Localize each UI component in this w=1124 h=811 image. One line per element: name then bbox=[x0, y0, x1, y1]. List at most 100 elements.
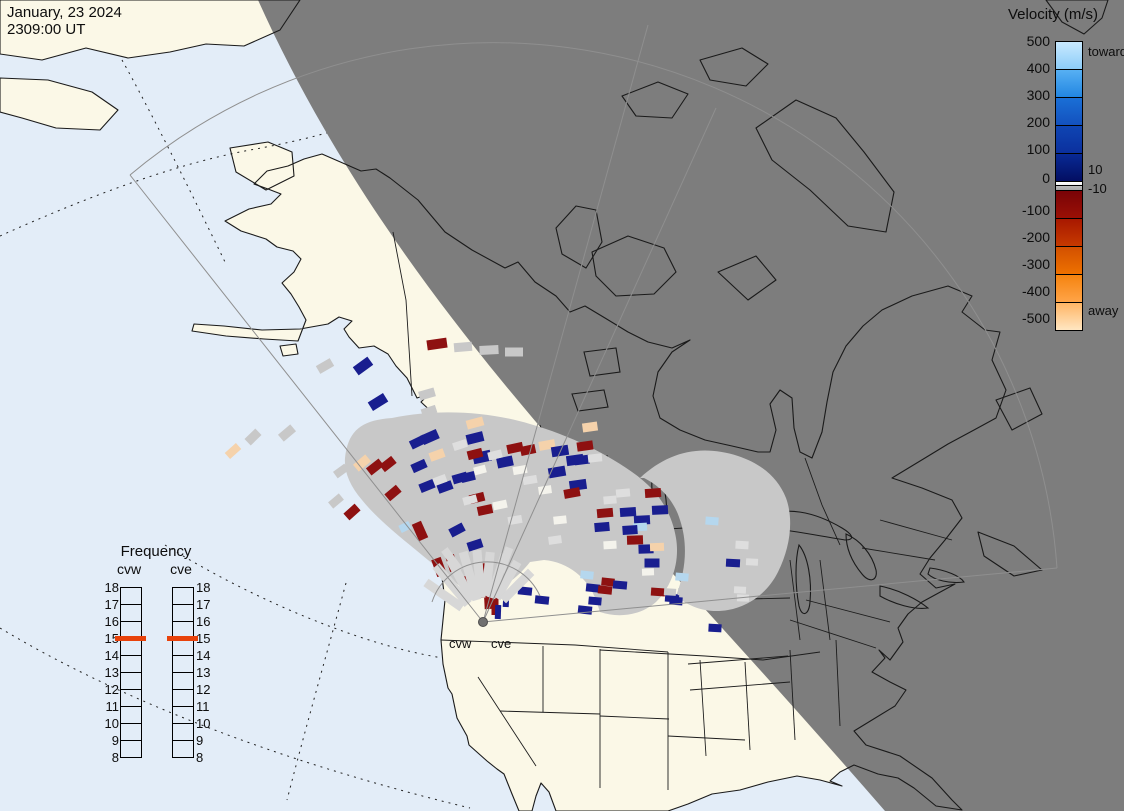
frequency-tick-label: 17 bbox=[196, 597, 211, 612]
velocity-colorbar-segment bbox=[1056, 70, 1082, 98]
velocity-cell bbox=[441, 547, 463, 573]
velocity-cell bbox=[505, 347, 523, 357]
radar-site-label-cvw: cvw bbox=[449, 636, 472, 651]
velocity-cell bbox=[224, 443, 242, 459]
frequency-ladder-cell bbox=[121, 656, 141, 673]
velocity-cell bbox=[534, 595, 550, 605]
velocity-cell bbox=[453, 341, 473, 353]
velocity-cell bbox=[638, 544, 654, 554]
radar-site-label-cve: cve bbox=[491, 636, 511, 651]
frequency-tick-label: 15 bbox=[104, 631, 119, 646]
velocity-colorbar-segment bbox=[1056, 126, 1082, 154]
frequency-legend-title: Frequency bbox=[120, 543, 192, 560]
velocity-tick-label: 400 bbox=[1026, 60, 1050, 76]
velocity-tick-label: 0 bbox=[1042, 170, 1050, 186]
velocity-cell bbox=[423, 578, 465, 612]
frequency-tick-label: 13 bbox=[196, 665, 211, 680]
frequency-tick-label: 14 bbox=[104, 648, 119, 663]
velocity-cell bbox=[352, 356, 374, 376]
velocity-cell bbox=[675, 572, 689, 582]
velocity-cell bbox=[448, 522, 466, 538]
radar-fov-lines bbox=[129, 24, 1058, 623]
ground-scatter-patches bbox=[344, 412, 791, 616]
velocity-cell bbox=[466, 447, 484, 461]
velocity-cell bbox=[384, 484, 402, 502]
frequency-ladder-cell bbox=[173, 639, 193, 656]
velocity-cell bbox=[465, 416, 485, 430]
frequency-col-cve: cve bbox=[170, 561, 192, 577]
velocity-cell bbox=[745, 558, 759, 566]
frequency-ladder-cvw bbox=[120, 587, 142, 758]
velocity-cell bbox=[619, 506, 637, 518]
velocity-cell bbox=[580, 570, 594, 580]
velocity-cell bbox=[644, 558, 660, 568]
velocity-colorbar-segment bbox=[1056, 219, 1082, 247]
frequency-ladder-cell bbox=[121, 673, 141, 690]
velocity-tick-label: 300 bbox=[1026, 87, 1050, 103]
frequency-tick-label: 12 bbox=[196, 682, 211, 697]
frequency-tick-label: 12 bbox=[104, 682, 119, 697]
velocity-cell bbox=[655, 558, 669, 566]
frequency-ladder-cell bbox=[121, 639, 141, 656]
velocity-tick-label: -100 bbox=[1021, 202, 1050, 218]
frequency-ladder-cell bbox=[121, 690, 141, 707]
inner-pos-label: 10 bbox=[1088, 162, 1103, 177]
velocity-cell bbox=[563, 487, 581, 499]
velocity-cell bbox=[466, 538, 484, 552]
velocity-cell bbox=[420, 404, 438, 418]
graticule bbox=[0, 47, 471, 809]
velocity-cell bbox=[352, 454, 372, 472]
velocity-cell bbox=[585, 583, 601, 593]
velocity-cell bbox=[683, 519, 697, 527]
velocity-tick-label: -400 bbox=[1021, 283, 1050, 299]
velocity-cell bbox=[663, 588, 677, 596]
velocity-cell bbox=[733, 586, 747, 594]
velocity-cell bbox=[365, 458, 385, 476]
frequency-ladder-cell bbox=[173, 707, 193, 724]
velocity-cell bbox=[588, 596, 602, 606]
frequency-tick-label: 11 bbox=[105, 699, 120, 714]
frequency-ladder-cve bbox=[172, 587, 194, 758]
frequency-tick-label: 9 bbox=[111, 733, 119, 748]
velocity-cell bbox=[649, 542, 665, 552]
velocity-cell bbox=[379, 455, 397, 473]
velocity-cell bbox=[507, 514, 523, 526]
velocity-cell bbox=[641, 568, 655, 576]
velocity-colorbar-segment bbox=[1056, 247, 1082, 275]
frequency-tick-label: 18 bbox=[104, 580, 119, 595]
velocity-cell bbox=[725, 558, 741, 568]
velocity-legend: Velocity (m/s) 500 400 300 200 100 0 -100 -200 -… bbox=[1000, 0, 1124, 345]
velocity-cell bbox=[492, 499, 508, 511]
velocity-cell bbox=[465, 431, 485, 445]
velocity-cell bbox=[626, 535, 644, 545]
frequency-tick-label: 10 bbox=[196, 716, 211, 731]
velocity-cell bbox=[458, 550, 482, 602]
frequency-tick-label: 8 bbox=[111, 750, 119, 765]
velocity-cell bbox=[244, 428, 262, 446]
velocity-tick-label: -200 bbox=[1021, 229, 1050, 245]
frequency-tick-label: 10 bbox=[104, 716, 119, 731]
frequency-ladder-cell bbox=[173, 690, 193, 707]
velocity-cell bbox=[633, 515, 651, 525]
velocity-cell bbox=[328, 493, 344, 509]
velocity-colorbar bbox=[1055, 41, 1083, 331]
velocity-cell bbox=[494, 604, 502, 620]
frequency-ladder-cell bbox=[121, 605, 141, 622]
velocity-cell bbox=[315, 358, 335, 374]
inner-neg-label: -10 bbox=[1088, 181, 1107, 196]
frequency-ladder-cell bbox=[121, 724, 141, 741]
velocity-colorbar-segment bbox=[1056, 154, 1082, 182]
away-label: away bbox=[1088, 303, 1119, 318]
velocity-cell bbox=[420, 428, 440, 446]
velocity-tick-label: -300 bbox=[1021, 256, 1050, 272]
radar-site-dot bbox=[478, 617, 488, 627]
velocity-cell bbox=[411, 520, 429, 542]
frequency-ladder-cell bbox=[173, 588, 193, 605]
velocity-cell bbox=[473, 464, 487, 476]
velocity-cell bbox=[576, 440, 594, 452]
velocity-cell bbox=[492, 559, 522, 601]
time-text: 2309:00 UT bbox=[7, 21, 86, 38]
velocity-colorbar-segment bbox=[1056, 182, 1082, 186]
frequency-ladder-cell bbox=[121, 707, 141, 724]
velocity-cell bbox=[499, 568, 535, 604]
